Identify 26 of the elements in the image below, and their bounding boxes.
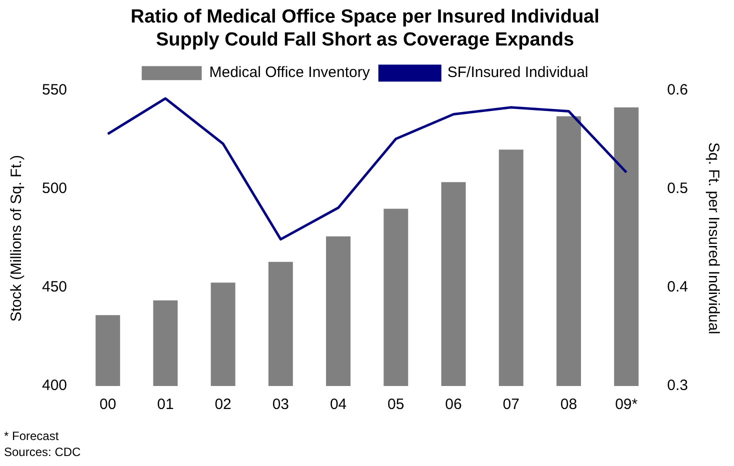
x-tick-label: 07 (502, 396, 520, 414)
y2-tick-label: 0.4 (667, 278, 688, 296)
y2-tick-label: 0.5 (667, 180, 688, 198)
y-axis-title: Stock (Millions of Sq. Ft.) (8, 154, 26, 322)
source-note: Sources: CDC (4, 444, 81, 460)
x-tick-label: 08 (560, 396, 578, 414)
x-tick-label: 06 (445, 396, 462, 414)
y2-axis-title: Sq. Ft. per Insured Individual (704, 142, 722, 334)
x-tick-label: 03 (272, 396, 290, 414)
x-tick-label: 02 (214, 396, 232, 414)
x-tick-label: 09* (615, 396, 638, 414)
text: Supply Could Fall Short as Coverage Expands (156, 29, 574, 50)
text: Ratio of Medical Office Space per Insured Individual (130, 6, 600, 28)
x-tick-label: 04 (330, 396, 347, 414)
x-tick-label: 05 (388, 396, 404, 414)
legend-label: Medical Office Inventory (209, 64, 370, 82)
y-tick-label: 550 (42, 82, 68, 99)
y-tick-label: 500 (42, 180, 68, 198)
y2-tick-label: 0.6 (667, 82, 688, 99)
legend-label: SF/Insured Individual (447, 64, 588, 82)
y2-tick-label: 0.3 (667, 377, 688, 394)
x-tick-label: 01 (157, 396, 174, 414)
y-tick-label: 450 (42, 278, 68, 296)
x-tick-label: 00 (99, 396, 116, 414)
y-tick-label: 400 (42, 377, 68, 394)
text: * Forecast (4, 428, 60, 444)
